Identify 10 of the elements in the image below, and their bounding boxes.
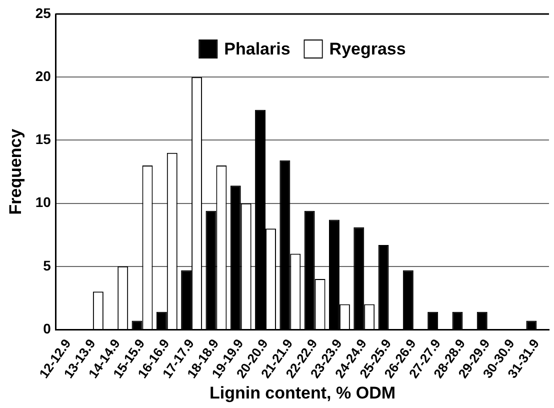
y-axis-title: Frequency bbox=[6, 128, 25, 215]
legend-label: Phalaris bbox=[224, 40, 290, 59]
y-tick-label: 25 bbox=[35, 4, 52, 21]
y-tick-label: 10 bbox=[35, 194, 52, 210]
y-tick-label: 15 bbox=[35, 131, 52, 148]
x-axis-title: Lignin content, % ODM bbox=[209, 383, 396, 402]
y-tick-label: 20 bbox=[35, 68, 52, 84]
y-tick-label: 0 bbox=[43, 320, 52, 336]
y-tick-label: 5 bbox=[43, 257, 52, 274]
legend-label: Ryegrass bbox=[329, 40, 406, 59]
